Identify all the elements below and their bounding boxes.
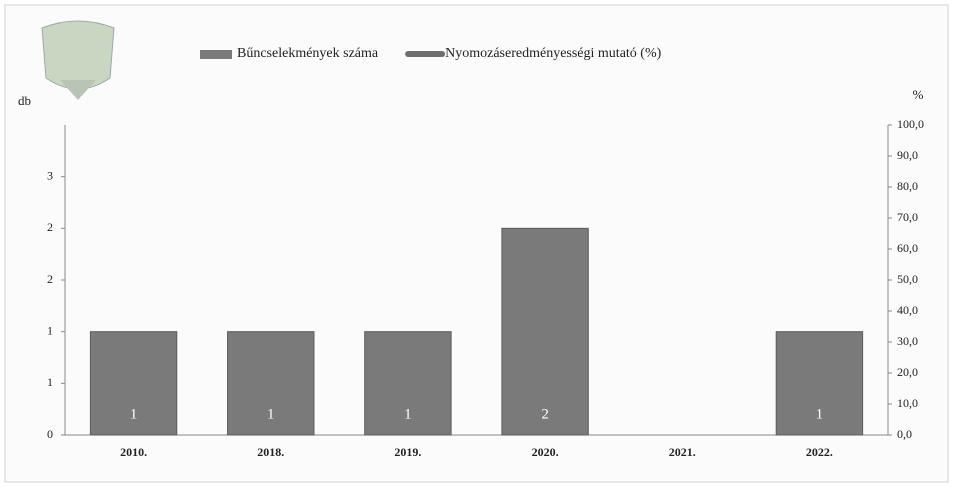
y2-tick-label: 90,0 bbox=[897, 148, 918, 162]
x-tick-label: 2021. bbox=[669, 445, 696, 459]
data-label: 2 bbox=[541, 406, 549, 422]
x-tick-label: 2022. bbox=[806, 445, 833, 459]
x-tick-label: 2018. bbox=[257, 445, 284, 459]
legend-marker bbox=[200, 50, 232, 59]
data-label: 1 bbox=[267, 406, 275, 422]
y2-tick-label: 50,0 bbox=[897, 272, 918, 286]
y2-tick-label: 40,0 bbox=[897, 303, 918, 317]
legend-label: Bűncselekmények száma bbox=[237, 46, 379, 61]
y2-tick-label: 80,0 bbox=[897, 179, 918, 193]
y-tick-label: 2 bbox=[47, 220, 53, 234]
data-label: 1 bbox=[130, 406, 138, 422]
data-label: 1 bbox=[816, 406, 824, 422]
x-tick-label: 2020. bbox=[532, 445, 559, 459]
y2-tick-label: 30,0 bbox=[897, 334, 918, 348]
y-tick-label: 0 bbox=[47, 427, 53, 441]
y2-tick-label: 0,0 bbox=[897, 427, 912, 441]
chart: db % 0112230,010,020,030,040,050,060,070… bbox=[0, 0, 953, 487]
x-tick-label: 2010. bbox=[120, 445, 147, 459]
y2-axis-label: % bbox=[913, 87, 924, 102]
x-tick-label: 2019. bbox=[394, 445, 421, 459]
y-tick-label: 1 bbox=[47, 375, 53, 389]
y2-tick-label: 10,0 bbox=[897, 396, 918, 410]
data-label: 1 bbox=[404, 406, 412, 422]
y-tick-label: 1 bbox=[47, 323, 53, 337]
y2-tick-label: 70,0 bbox=[897, 210, 918, 224]
y-axis-label: db bbox=[18, 93, 31, 108]
y2-tick-label: 100,0 bbox=[897, 117, 924, 131]
y2-tick-label: 60,0 bbox=[897, 241, 918, 255]
bar bbox=[502, 228, 588, 435]
y2-tick-label: 20,0 bbox=[897, 365, 918, 379]
legend-label: Nyomozáseredményességi mutató (%) bbox=[445, 46, 661, 61]
y-tick-label: 2 bbox=[47, 272, 53, 286]
y-tick-label: 3 bbox=[47, 168, 53, 182]
